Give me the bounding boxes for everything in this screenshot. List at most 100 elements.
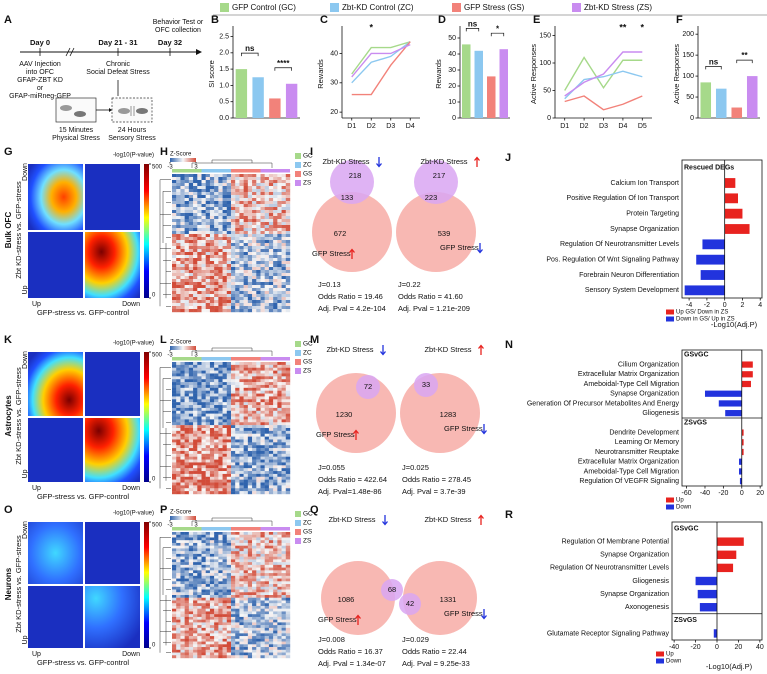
heatmap-cell xyxy=(235,548,240,552)
heatmap-cell xyxy=(205,261,211,265)
heatmap-cell xyxy=(226,592,232,596)
heatmap-cell xyxy=(268,183,274,187)
heatmap-cell xyxy=(180,584,185,587)
heatmap-cell xyxy=(281,627,286,631)
x-tick-label: 20 xyxy=(756,490,764,497)
legend-label: GFP Control (GC) xyxy=(232,3,296,12)
heatmap-cell xyxy=(218,627,223,631)
heatmap-cell xyxy=(184,402,190,406)
heatmap-cell xyxy=(226,589,232,593)
venn-statistic: Odds Ratio = 16.37 xyxy=(318,647,383,656)
heatmap-cell xyxy=(231,402,236,406)
heatmap-cell xyxy=(273,595,278,598)
heatmap-cell xyxy=(176,537,181,541)
heatmap-cell xyxy=(260,638,265,642)
heatmap-cell xyxy=(235,627,240,631)
heatmap-cell xyxy=(235,567,240,571)
heatmap-cell xyxy=(243,249,249,253)
heatmap-cell xyxy=(285,186,291,190)
heatmap-cell xyxy=(188,476,194,480)
heatmap-cell xyxy=(247,382,253,386)
heatmap-cell xyxy=(176,399,181,403)
heatmap-cell xyxy=(264,174,270,178)
heatmap-cell xyxy=(201,603,206,607)
heatmap-cell xyxy=(277,195,282,199)
heatmap-cell xyxy=(256,405,261,409)
heatmap-cell xyxy=(277,655,282,659)
heatmap-cell xyxy=(243,468,249,472)
heatmap-cell xyxy=(256,456,261,460)
panel-label: N xyxy=(505,339,513,351)
heatmap-cell xyxy=(285,231,291,235)
heatmap-cell xyxy=(193,453,198,457)
heatmap-cell xyxy=(268,462,274,466)
heatmap-cell xyxy=(201,228,206,232)
heatmap-cell xyxy=(281,180,286,184)
heatmap-cell xyxy=(180,213,185,217)
heatmap-cell xyxy=(180,638,185,642)
heatmap-cell xyxy=(218,625,223,629)
heatmap-cell xyxy=(176,578,181,582)
heatmap-cell xyxy=(205,430,211,434)
heatmap-cell xyxy=(209,540,215,544)
heatmap-cell xyxy=(247,573,253,577)
heatmap-cell xyxy=(180,545,185,549)
heatmap-cell xyxy=(256,261,261,265)
heatmap-cell xyxy=(277,399,282,403)
heatmap-cell xyxy=(277,407,282,411)
heatmap-cell xyxy=(235,362,240,366)
heatmap-cell xyxy=(184,633,190,637)
heatmap-quadrant xyxy=(28,418,83,482)
heatmap-cell xyxy=(176,459,181,463)
heatmap-cell xyxy=(260,567,265,571)
heatmap-cell xyxy=(239,465,244,469)
heatmap-cell xyxy=(239,399,244,403)
heatmap-cell xyxy=(235,270,240,274)
heatmap-cell xyxy=(277,584,282,587)
heatmap-cell xyxy=(243,439,249,443)
heatmap-cell xyxy=(209,597,215,601)
venn-statistic: Adj. Pval = 3.7e-39 xyxy=(402,487,466,496)
x-end-label: Up xyxy=(32,301,41,308)
heatmap-cell xyxy=(201,186,206,190)
heatmap-cell xyxy=(264,243,270,247)
heatmap-cell xyxy=(247,213,253,217)
heatmap-cell xyxy=(235,428,240,432)
heatmap-cell xyxy=(235,393,240,397)
heatmap-cell xyxy=(277,390,282,394)
heatmap-cell xyxy=(273,180,278,184)
heatmap-cell xyxy=(256,370,261,374)
heatmap-cell xyxy=(222,264,227,268)
heatmap-cell xyxy=(235,641,240,645)
heatmap-cell xyxy=(197,430,202,434)
heatmap-cell xyxy=(243,551,249,555)
heatmap-cell xyxy=(201,592,206,596)
heatmap-cell xyxy=(281,605,286,609)
heatmap-cell xyxy=(285,240,291,244)
heatmap-cell xyxy=(226,177,232,181)
heatmap-cell xyxy=(260,436,265,440)
heatmap-cell xyxy=(239,300,244,304)
heatmap-cell xyxy=(235,534,240,538)
heatmap-cell xyxy=(260,402,265,406)
heatmap-cell xyxy=(239,393,244,397)
heatmap-cell xyxy=(239,416,244,420)
heatmap-cell xyxy=(197,622,202,626)
heatmap-cell xyxy=(218,189,223,193)
heatmap-cell xyxy=(256,442,261,446)
heatmap-cell xyxy=(197,219,202,223)
heatmap-cell xyxy=(239,291,244,295)
heatmap-cell xyxy=(222,436,227,440)
heatmap-cell xyxy=(247,376,253,380)
heatmap-cell xyxy=(209,425,215,429)
heatmap-cell xyxy=(252,597,257,601)
heatmap-cell xyxy=(201,600,206,604)
heatmap-cell xyxy=(218,222,223,226)
bar xyxy=(739,478,742,485)
heatmap-cell xyxy=(222,655,227,659)
heatmap-cell xyxy=(260,592,265,596)
heatmap-cell xyxy=(201,488,206,492)
heatmap-cell xyxy=(197,379,202,383)
venn-count: 223 xyxy=(425,193,438,202)
heatmap-cell xyxy=(277,595,282,598)
